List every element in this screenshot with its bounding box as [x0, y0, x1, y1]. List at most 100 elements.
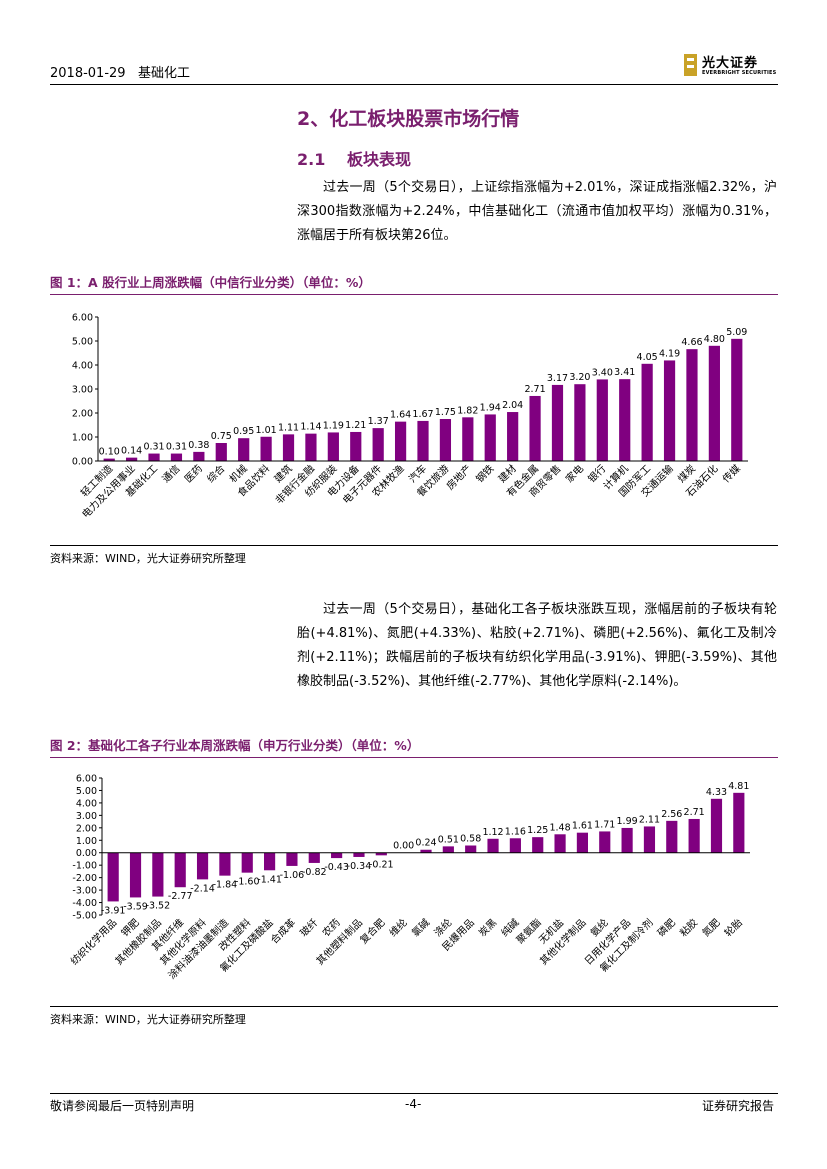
subsection-label: 板块表现 — [347, 150, 412, 169]
bar — [282, 434, 295, 461]
bar — [420, 849, 432, 853]
data-label: 1.75 — [435, 407, 456, 418]
y-tick-label: 0.00 — [72, 457, 93, 468]
data-label: 0.51 — [438, 834, 459, 845]
data-label: 4.81 — [728, 781, 749, 792]
data-label: 4.05 — [637, 352, 658, 363]
category-label: 纺织化学用品 — [68, 916, 120, 968]
figure1-source: 资料来源：WIND，光大证券研究所整理 — [50, 552, 246, 565]
category-label: 医药 — [182, 463, 205, 486]
category-label: 粘胶 — [677, 916, 700, 939]
y-tick-label: 6.00 — [72, 313, 93, 324]
bar — [731, 338, 743, 461]
figure1-top-rule — [50, 294, 778, 295]
bar — [532, 837, 544, 853]
bar — [193, 451, 205, 461]
data-label: -1.84 — [213, 880, 238, 891]
section-title: 2、化工板块股票市场行情 — [297, 108, 520, 130]
y-tick-label: -4.00 — [72, 898, 97, 909]
category-label: 磷肥 — [655, 916, 678, 939]
bar — [174, 852, 186, 888]
category-label: 复合肥 — [357, 916, 387, 946]
subsection-title: 2.1 板块表现 — [297, 146, 411, 170]
data-label: 1.99 — [617, 816, 638, 827]
data-label: 1.94 — [480, 402, 501, 413]
footer-disclaimer: 敬请参阅最后一页特别声明 — [50, 1099, 195, 1113]
bar — [509, 838, 521, 853]
bar — [107, 852, 119, 902]
y-tick-label: 4.00 — [76, 798, 97, 809]
data-label: -0.34 — [347, 861, 372, 872]
data-label: 4.66 — [681, 337, 702, 348]
bar — [238, 438, 250, 461]
y-tick-label: 2.00 — [72, 409, 93, 420]
category-label: 氮肥 — [699, 916, 722, 939]
header-divider — [50, 84, 778, 85]
data-label: 1.12 — [482, 827, 503, 838]
data-label: 1.14 — [300, 422, 321, 433]
bar — [308, 852, 320, 863]
bar — [596, 379, 608, 461]
bar — [599, 831, 611, 853]
category-label: 氯碱 — [409, 916, 432, 939]
category-label: 合成革 — [268, 916, 298, 946]
bar — [353, 852, 365, 857]
category-label: 轮胎 — [722, 916, 745, 939]
bar — [574, 384, 586, 461]
bar — [129, 852, 142, 898]
data-label: 2.56 — [661, 809, 682, 820]
footer-report-type: 证券研究报告 — [702, 1099, 775, 1113]
figure1-chart-svg: 0.001.002.003.004.005.006.000.10轻工制造0.14… — [72, 313, 748, 521]
bar — [576, 832, 588, 853]
category-label: 传媒 — [720, 463, 743, 486]
data-label: 3.41 — [614, 367, 635, 378]
bar — [148, 453, 160, 461]
bar — [462, 417, 474, 461]
bar — [619, 379, 631, 461]
y-tick-label: 5.00 — [72, 337, 93, 348]
data-label: -3.52 — [146, 901, 171, 912]
y-tick-label: 3.00 — [72, 385, 93, 396]
category-label: 综合 — [204, 462, 227, 485]
bar — [465, 845, 477, 853]
bar — [170, 453, 183, 461]
bar — [196, 852, 209, 880]
data-label: 4.80 — [704, 334, 725, 345]
data-label: 0.38 — [188, 440, 209, 451]
data-label: -1.60 — [235, 877, 260, 888]
y-tick-label: -2.00 — [72, 873, 97, 884]
y-tick-label: -3.00 — [72, 886, 97, 897]
data-label: 2.71 — [524, 384, 545, 395]
bar — [215, 443, 227, 461]
bar — [350, 431, 362, 461]
data-label: 1.71 — [594, 819, 615, 830]
bar — [152, 852, 164, 897]
data-label: 1.67 — [412, 409, 433, 420]
figure1-bottom-rule — [50, 545, 778, 546]
bar — [241, 852, 253, 873]
logo-name: 光大证券 — [702, 56, 759, 71]
y-tick-label: 4.00 — [72, 361, 93, 372]
bar — [260, 436, 272, 461]
bar — [327, 432, 339, 461]
bar — [103, 458, 115, 461]
bar — [551, 384, 564, 461]
category-label: 维纶 — [386, 916, 409, 939]
data-label: -2.77 — [168, 891, 193, 902]
y-tick-label: 3.00 — [76, 811, 97, 822]
data-label: 1.25 — [527, 825, 548, 836]
subsection-number: 2.1 — [297, 150, 326, 169]
data-label: 1.61 — [572, 821, 593, 832]
data-label: 5.09 — [726, 327, 747, 338]
data-label: 1.01 — [256, 425, 277, 436]
figure2-chart: -5.00 -4.00 -3.00 -2.00 -1.00 0.00 1.00 2.00 3.0… — [50, 762, 778, 1004]
data-label: 0.24 — [415, 838, 436, 849]
bar — [529, 395, 541, 461]
bar — [331, 852, 343, 859]
bar — [487, 838, 499, 853]
bar — [417, 420, 429, 461]
paragraph-market-summary: 过去一周（5个交易日），上证综指涨幅为+2.01%，深证成指涨幅2.32%，沪深… — [297, 176, 777, 248]
bar — [641, 363, 653, 461]
bar — [708, 345, 720, 461]
footer-divider — [50, 1093, 778, 1094]
